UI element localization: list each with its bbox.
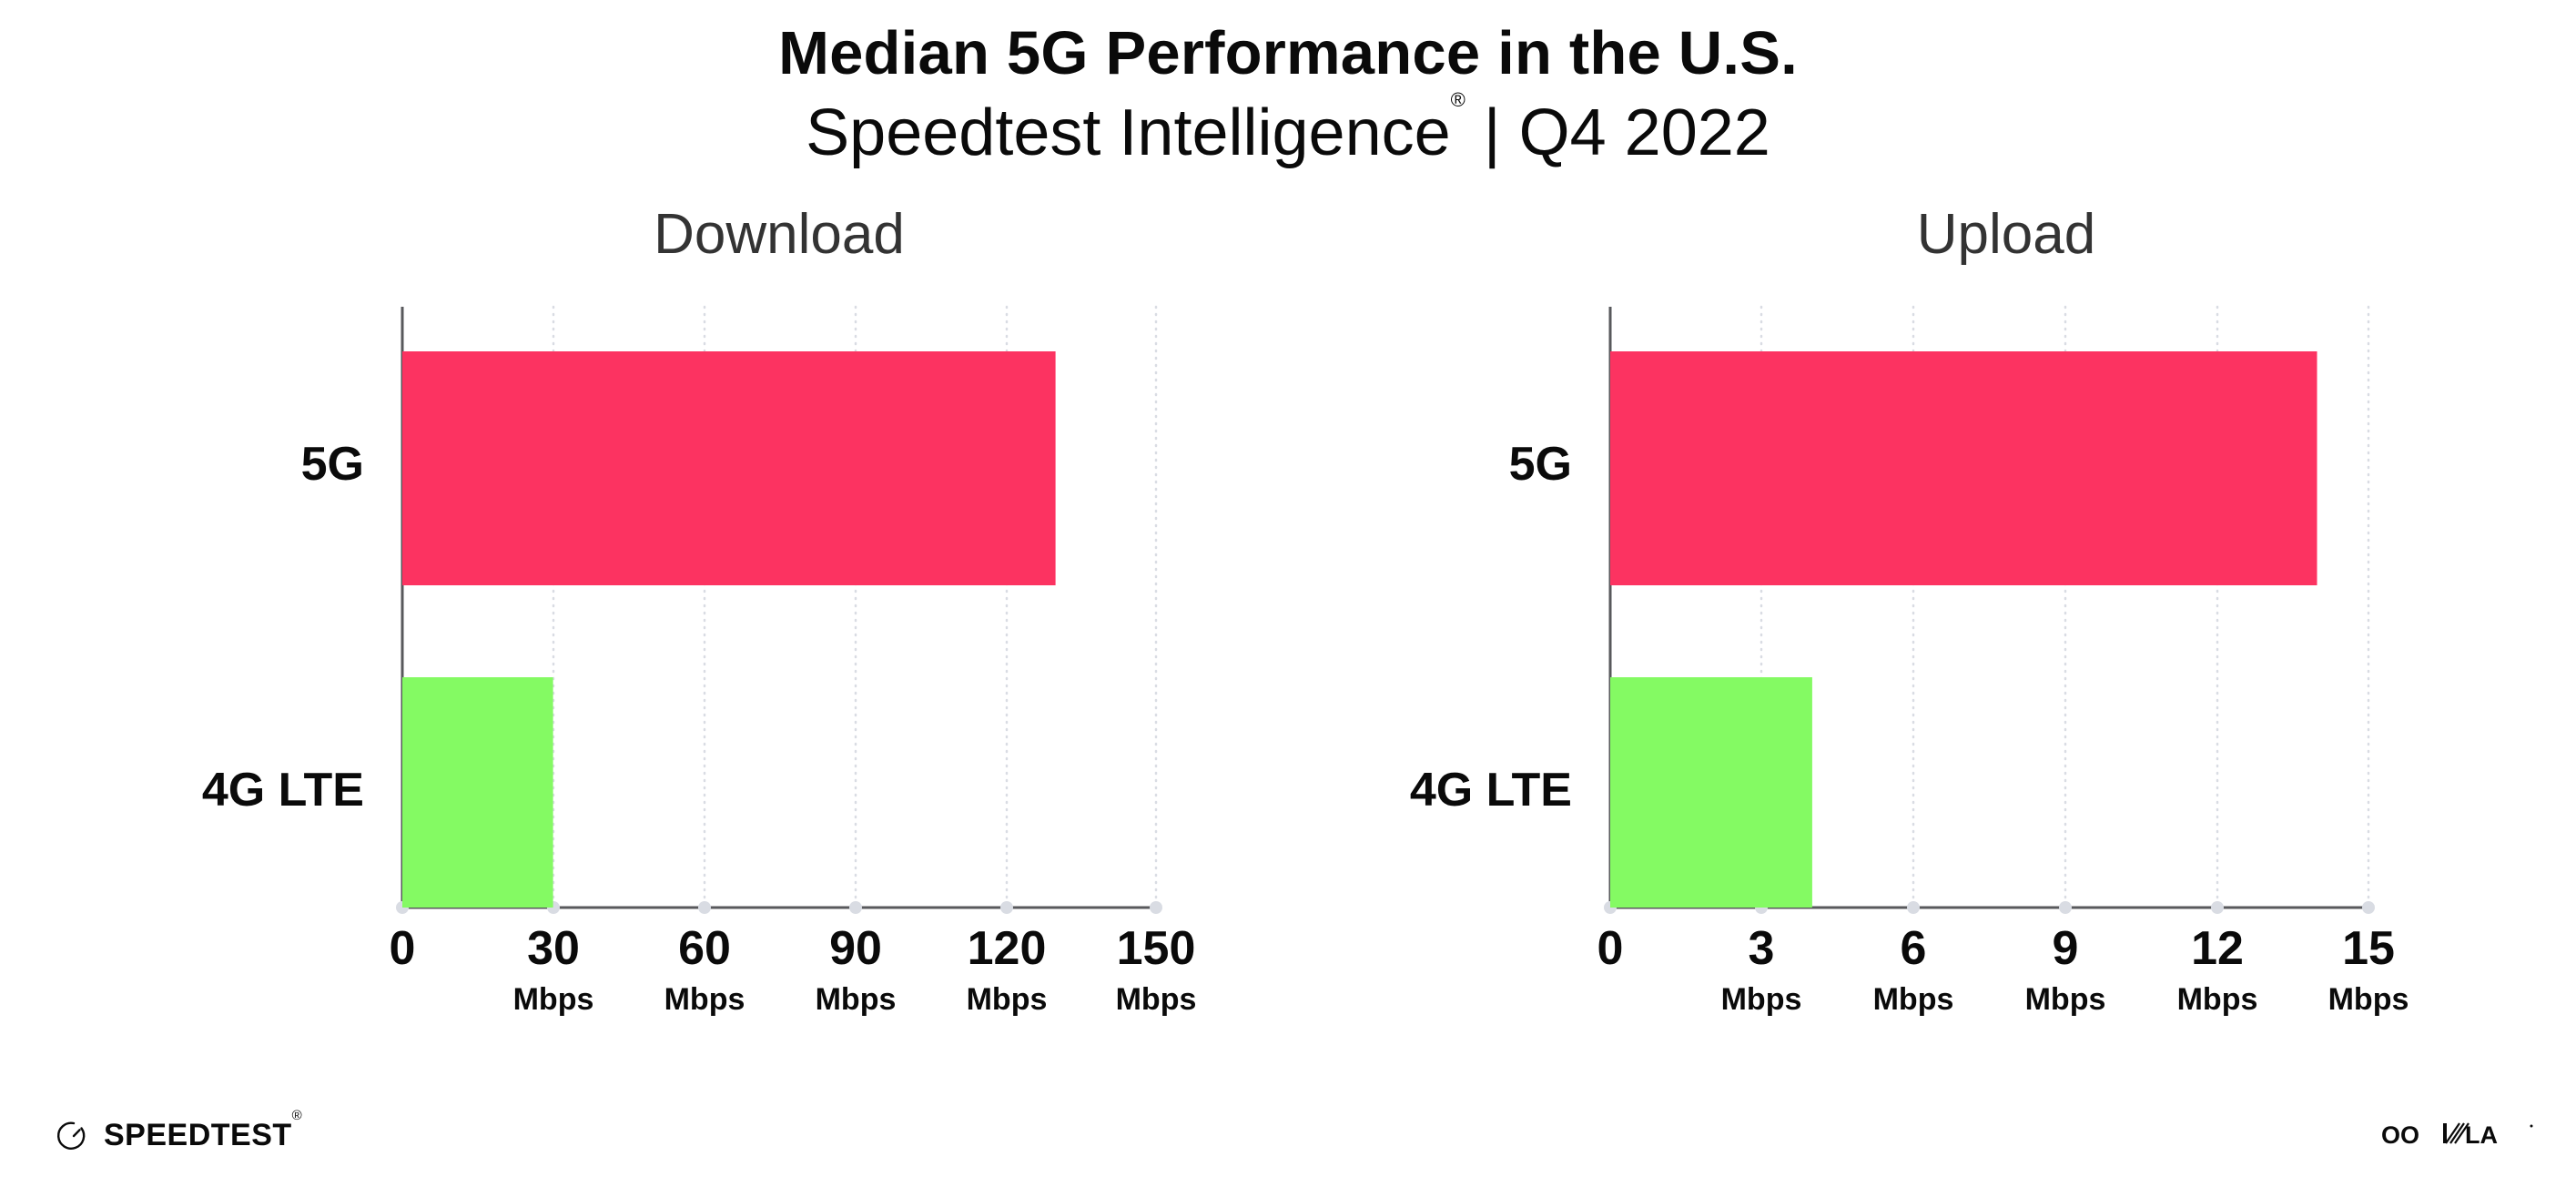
svg-text:6: 6: [1901, 922, 1927, 975]
svg-text:Mbps: Mbps: [1873, 982, 1954, 1017]
svg-text:0: 0: [390, 922, 416, 975]
svg-text:Mbps: Mbps: [2025, 982, 2106, 1017]
svg-text:5G: 5G: [301, 438, 364, 491]
svg-text:LA: LA: [2465, 1121, 2498, 1149]
svg-text:Mbps: Mbps: [967, 982, 1048, 1017]
svg-text:9: 9: [2053, 922, 2079, 975]
svg-text:4G LTE: 4G LTE: [202, 764, 364, 817]
svg-text:5G: 5G: [1509, 438, 1572, 491]
svg-text:15: 15: [2342, 922, 2395, 975]
svg-text:90: 90: [829, 922, 882, 975]
svg-text:150: 150: [1117, 922, 1196, 975]
svg-text:30: 30: [527, 922, 580, 975]
svg-text:Mbps: Mbps: [664, 982, 745, 1017]
svg-text:OO: OO: [2381, 1121, 2419, 1149]
svg-text:Mbps: Mbps: [2328, 982, 2409, 1017]
svg-text:Mbps: Mbps: [1116, 982, 1197, 1017]
svg-text:3: 3: [1749, 922, 1775, 975]
svg-text:12: 12: [2191, 922, 2244, 975]
svg-text:Mbps: Mbps: [513, 982, 594, 1017]
svg-text:60: 60: [678, 922, 731, 975]
svg-text:4G LTE: 4G LTE: [1410, 764, 1572, 817]
svg-text:Mbps: Mbps: [1721, 982, 1802, 1017]
svg-text:120: 120: [968, 922, 1047, 975]
svg-text:Mbps: Mbps: [816, 982, 897, 1017]
svg-text:Mbps: Mbps: [2177, 982, 2258, 1017]
svg-text:0: 0: [1597, 922, 1624, 975]
